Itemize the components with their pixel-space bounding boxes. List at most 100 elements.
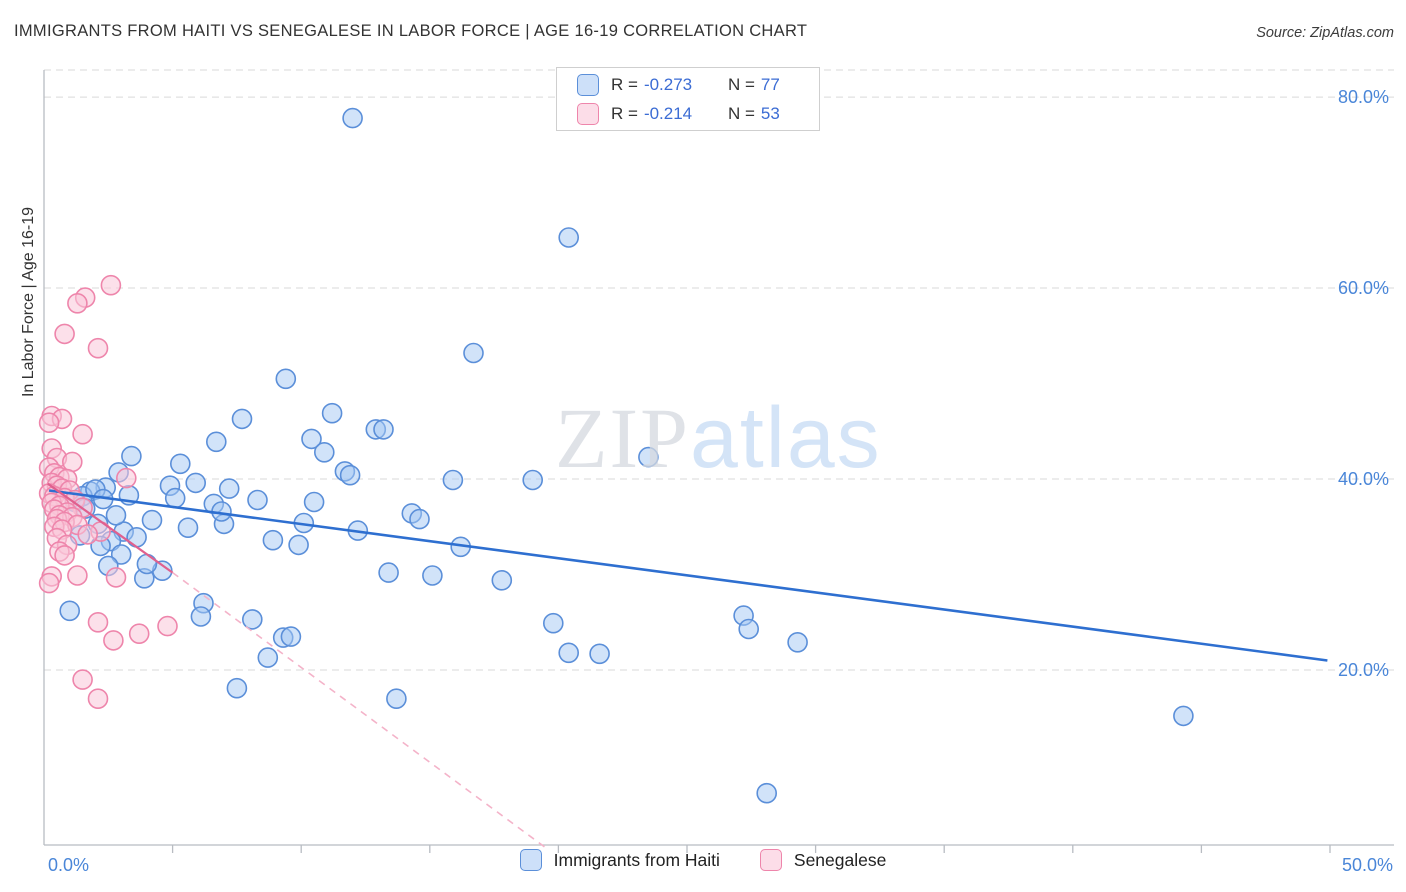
scatter-point-haiti <box>378 562 399 583</box>
r-value-senegalese: -0.214 <box>643 103 693 123</box>
scatter-point-senegalese <box>38 572 60 594</box>
n-value-haiti: 77 <box>760 74 780 94</box>
scatter-point-haiti <box>121 445 142 467</box>
scatter-point-haiti <box>787 631 808 653</box>
scatter-point-haiti <box>110 544 132 565</box>
scatter-point-haiti <box>386 688 407 710</box>
scatter-point-haiti <box>185 472 206 494</box>
scatter-point-haiti <box>342 107 363 129</box>
scatter-point-senegalese <box>105 567 127 588</box>
page-title: IMMIGRANTS FROM HAITI VS SENEGALESE IN L… <box>14 22 808 40</box>
legend-stats-row-senegalese: R = -0.214 N = 53 <box>577 102 819 125</box>
scatter-point-haiti <box>313 441 335 463</box>
source-label: Source: ZipAtlas.com <box>1256 25 1394 41</box>
scatter-point-haiti <box>288 534 309 556</box>
scatter-point-senegalese <box>128 623 150 645</box>
scatter-point-senegalese <box>103 630 124 651</box>
scatter-point-haiti <box>409 508 430 530</box>
legend-label-senegalese: Senegalese <box>793 849 887 870</box>
scatter-point-senegalese <box>100 274 122 296</box>
scatter-point-senegalese <box>116 467 137 489</box>
scatter-point-haiti <box>170 453 191 475</box>
scatter-point-senegalese <box>72 423 93 445</box>
scatter-point-senegalese <box>77 524 98 545</box>
scatter-point-haiti <box>275 368 297 390</box>
n-value-senegalese: 53 <box>760 103 780 123</box>
scatter-point-haiti <box>1173 705 1194 727</box>
scatter-point-haiti <box>242 609 263 630</box>
scatter-point-haiti <box>136 553 158 575</box>
haiti-swatch-icon <box>577 73 599 96</box>
scatter-point-haiti <box>373 419 394 440</box>
legend-bottom: Immigrants from Haiti Senegalese <box>0 849 1406 871</box>
scatter-point-haiti <box>558 642 580 664</box>
scatter-point-haiti <box>206 431 227 453</box>
legend-stats-box: R = -0.273 N = 77 R = -0.214 N = 53 <box>556 67 820 131</box>
scatter-point-haiti <box>558 227 580 248</box>
scatter-point-senegalese <box>87 611 109 633</box>
scatter-point-senegalese <box>72 669 93 690</box>
y-tick-label: 60.0% <box>1338 278 1389 298</box>
senegalese-swatch-icon <box>577 102 599 125</box>
y-tick-label: 80.0% <box>1338 87 1389 107</box>
scatter-point-haiti <box>756 782 778 804</box>
legend-stats-row-haiti: R = -0.273 N = 77 <box>577 73 819 96</box>
r-label: R = <box>611 74 638 94</box>
scatter-point-haiti <box>522 469 544 491</box>
scatter-point-haiti <box>321 402 343 424</box>
scatter-point-haiti <box>638 446 659 468</box>
scatter-point-haiti <box>301 428 322 450</box>
haiti-swatch-icon <box>519 849 542 871</box>
scatter-point-senegalese <box>62 451 83 473</box>
trendline-senegalese <box>47 482 174 574</box>
x-axis-max-label: 50.0% <box>1342 855 1393 875</box>
y-tick-label: 20.0% <box>1338 660 1389 680</box>
scatter-point-senegalese <box>67 292 88 314</box>
scatter-point-senegalese <box>67 565 88 586</box>
scatter-point-haiti <box>542 612 564 634</box>
scatter-point-haiti <box>491 569 513 591</box>
scatter-point-senegalese <box>38 412 60 434</box>
r-label: R = <box>611 103 638 123</box>
x-axis-min-label: 0.0% <box>48 855 89 875</box>
legend-label-haiti: Immigrants from Haiti <box>553 849 720 870</box>
scatter-point-haiti <box>303 491 325 513</box>
n-label: N = <box>727 103 755 123</box>
senegalese-swatch-icon <box>759 849 782 871</box>
scatter-point-haiti <box>126 526 147 548</box>
legend-item-senegalese: Senegalese <box>759 849 887 871</box>
y-tick-label: 40.0% <box>1338 469 1389 489</box>
r-value-haiti: -0.273 <box>643 74 693 94</box>
scatter-point-haiti <box>257 647 279 668</box>
trendline-senegalese-extrapolated <box>172 571 549 851</box>
scatter-point-haiti <box>105 504 127 526</box>
scatter-point-haiti <box>226 677 248 699</box>
scatter-point-haiti <box>463 342 484 364</box>
scatter-point-haiti <box>164 487 186 509</box>
scatter-point-haiti <box>218 478 240 499</box>
scatter-point-senegalese <box>87 688 109 710</box>
y-axis-title: In Labor Force | Age 16-19 <box>20 206 37 398</box>
scatter-point-haiti <box>59 600 80 622</box>
trendline-haiti <box>48 489 1328 662</box>
scatter-point-haiti <box>422 565 443 586</box>
scatter-point-haiti <box>738 618 760 640</box>
scatter-point-haiti <box>177 517 199 539</box>
scatter-point-haiti <box>262 529 284 551</box>
scatter-point-senegalese <box>87 337 109 359</box>
scatter-point-haiti <box>442 469 464 491</box>
scatter-point-haiti <box>247 489 268 511</box>
legend-item-haiti: Immigrants from Haiti <box>519 849 720 871</box>
scatter-point-senegalese <box>54 323 75 345</box>
n-label: N = <box>727 74 755 94</box>
scatter-point-haiti <box>280 626 302 647</box>
scatter-point-haiti <box>141 509 163 531</box>
scatter-point-haiti <box>339 464 361 486</box>
scatter-point-haiti <box>190 606 212 627</box>
scatter-point-senegalese <box>54 545 75 566</box>
scatter-point-senegalese <box>157 615 178 637</box>
scatter-point-haiti <box>231 408 253 430</box>
scatter-point-haiti <box>589 643 610 665</box>
